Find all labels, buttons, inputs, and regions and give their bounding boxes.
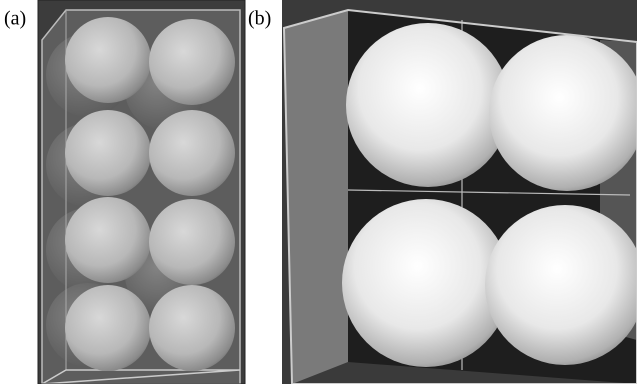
box-side bbox=[284, 10, 348, 384]
panel-label: (b) bbox=[248, 8, 271, 30]
panel-label: (a) bbox=[4, 8, 26, 30]
panel-a bbox=[38, 0, 245, 384]
panel-b bbox=[282, 0, 637, 384]
figure: (a) (b) bbox=[0, 0, 637, 384]
